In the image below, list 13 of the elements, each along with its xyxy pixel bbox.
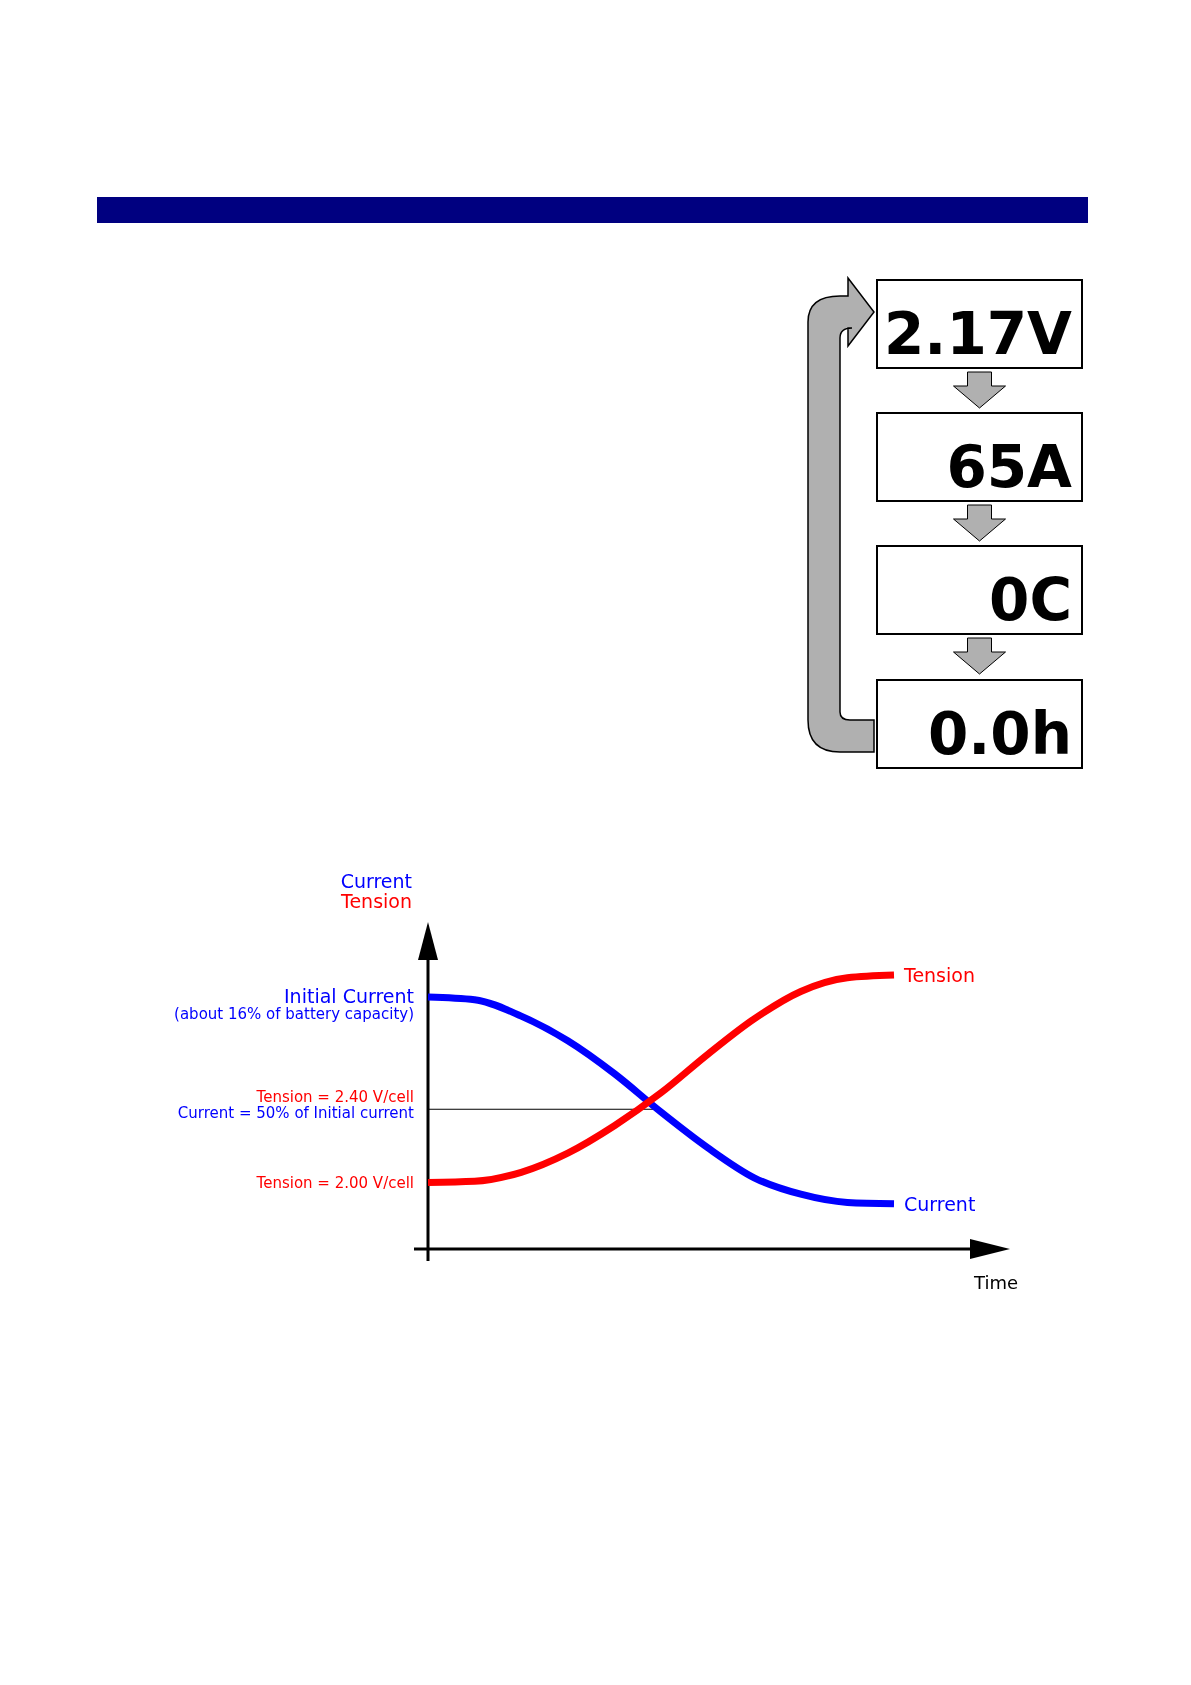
annotation: Tension = 2.00 V/cell [255, 1174, 414, 1193]
y-axis-title: Current Tension [340, 870, 412, 912]
series-label: Current [904, 1192, 976, 1215]
series-label: Tension [903, 964, 975, 986]
text: 0C [989, 566, 1072, 634]
annotation: Current = 50% of Initial current [177, 1104, 415, 1122]
annotation: Tension = 2.40 V/cell [255, 1087, 414, 1106]
x-axis-title: Time [972, 1272, 1018, 1293]
text: 2.17V [884, 300, 1073, 368]
text: 65A [946, 433, 1073, 501]
annotation: (about 16% of battery capacity) [174, 1005, 414, 1024]
annotation: Initial Current [284, 984, 414, 1007]
text: 0.0h [927, 700, 1072, 768]
